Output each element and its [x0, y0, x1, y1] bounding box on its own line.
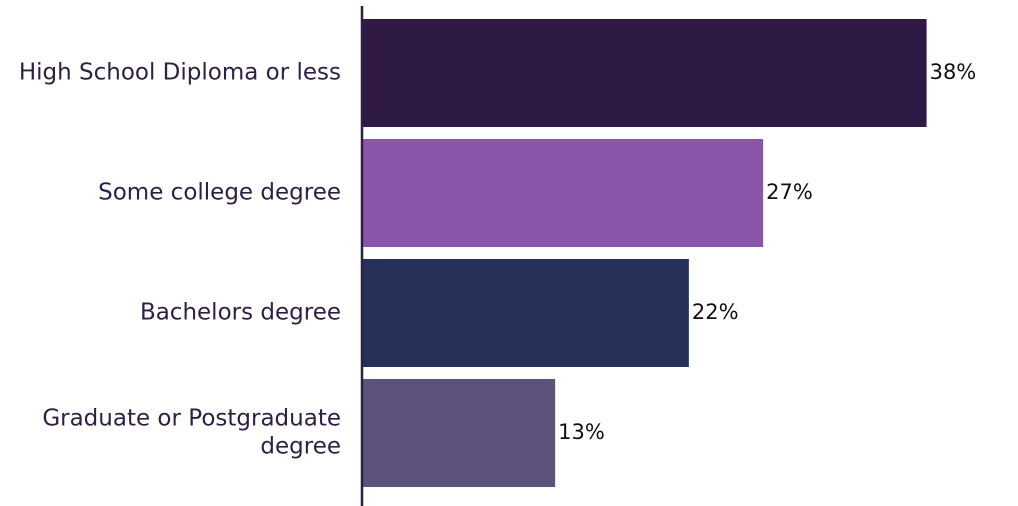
value-labels-group: 38% 27% 22% 13% — [558, 60, 976, 444]
category-label-0-line-0: High School Diploma or less — [19, 60, 341, 86]
value-label-0: 38% — [930, 60, 977, 84]
category-label-2-line-0: Bachelors degree — [140, 300, 341, 326]
value-label-3: 13% — [558, 420, 605, 444]
bar-3 — [362, 379, 556, 487]
bar-1 — [362, 139, 764, 247]
bar-2 — [362, 259, 689, 367]
category-label-1: Some college degree — [98, 180, 341, 206]
category-label-1-line-0: Some college degree — [98, 180, 341, 206]
category-label-2: Bachelors degree — [140, 300, 341, 326]
value-label-1: 27% — [766, 180, 813, 204]
category-labels-group: High School Diploma or less Some college … — [19, 60, 341, 460]
bar-0 — [362, 19, 927, 127]
category-label-3: Graduate or Postgraduate degree — [42, 406, 341, 460]
category-label-3-line-1: degree — [260, 434, 341, 460]
category-label-3-line-0: Graduate or Postgraduate — [42, 406, 341, 432]
category-label-0: High School Diploma or less — [19, 60, 341, 86]
bars-group — [362, 19, 927, 487]
value-label-2: 22% — [692, 300, 739, 324]
